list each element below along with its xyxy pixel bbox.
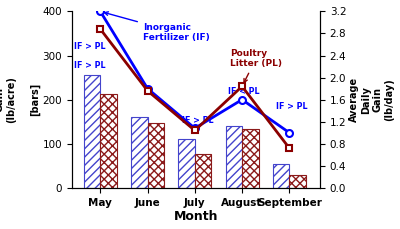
Bar bbox=[178, 139, 195, 188]
Text: Inorganic
Fertilizer (IF): Inorganic Fertilizer (IF) bbox=[104, 12, 210, 42]
Bar bbox=[242, 129, 258, 188]
Text: IF > PL: IF > PL bbox=[276, 102, 308, 111]
Bar bbox=[195, 154, 211, 188]
Bar bbox=[226, 126, 242, 188]
Text: IF > PL: IF > PL bbox=[74, 61, 106, 70]
Bar bbox=[131, 117, 148, 188]
X-axis label: Month: Month bbox=[174, 210, 218, 223]
Text: IF > PL: IF > PL bbox=[182, 116, 213, 125]
Bar bbox=[148, 123, 164, 188]
Y-axis label: Average
Daily
Gain
(lb/day)

[lines]: Average Daily Gain (lb/day) [lines] bbox=[349, 77, 400, 122]
Bar bbox=[289, 174, 306, 188]
Text: IF > PL: IF > PL bbox=[74, 42, 106, 51]
Y-axis label: Stocker
Cattle
Gain
(lb/acre)

[bars]: Stocker Cattle Gain (lb/acre) [bars] bbox=[0, 76, 40, 123]
Bar bbox=[273, 164, 289, 188]
Text: Poultry
Litter (PL): Poultry Litter (PL) bbox=[230, 49, 282, 82]
Bar bbox=[84, 75, 100, 188]
Text: IF < PL: IF < PL bbox=[228, 87, 260, 96]
Bar bbox=[100, 94, 117, 188]
